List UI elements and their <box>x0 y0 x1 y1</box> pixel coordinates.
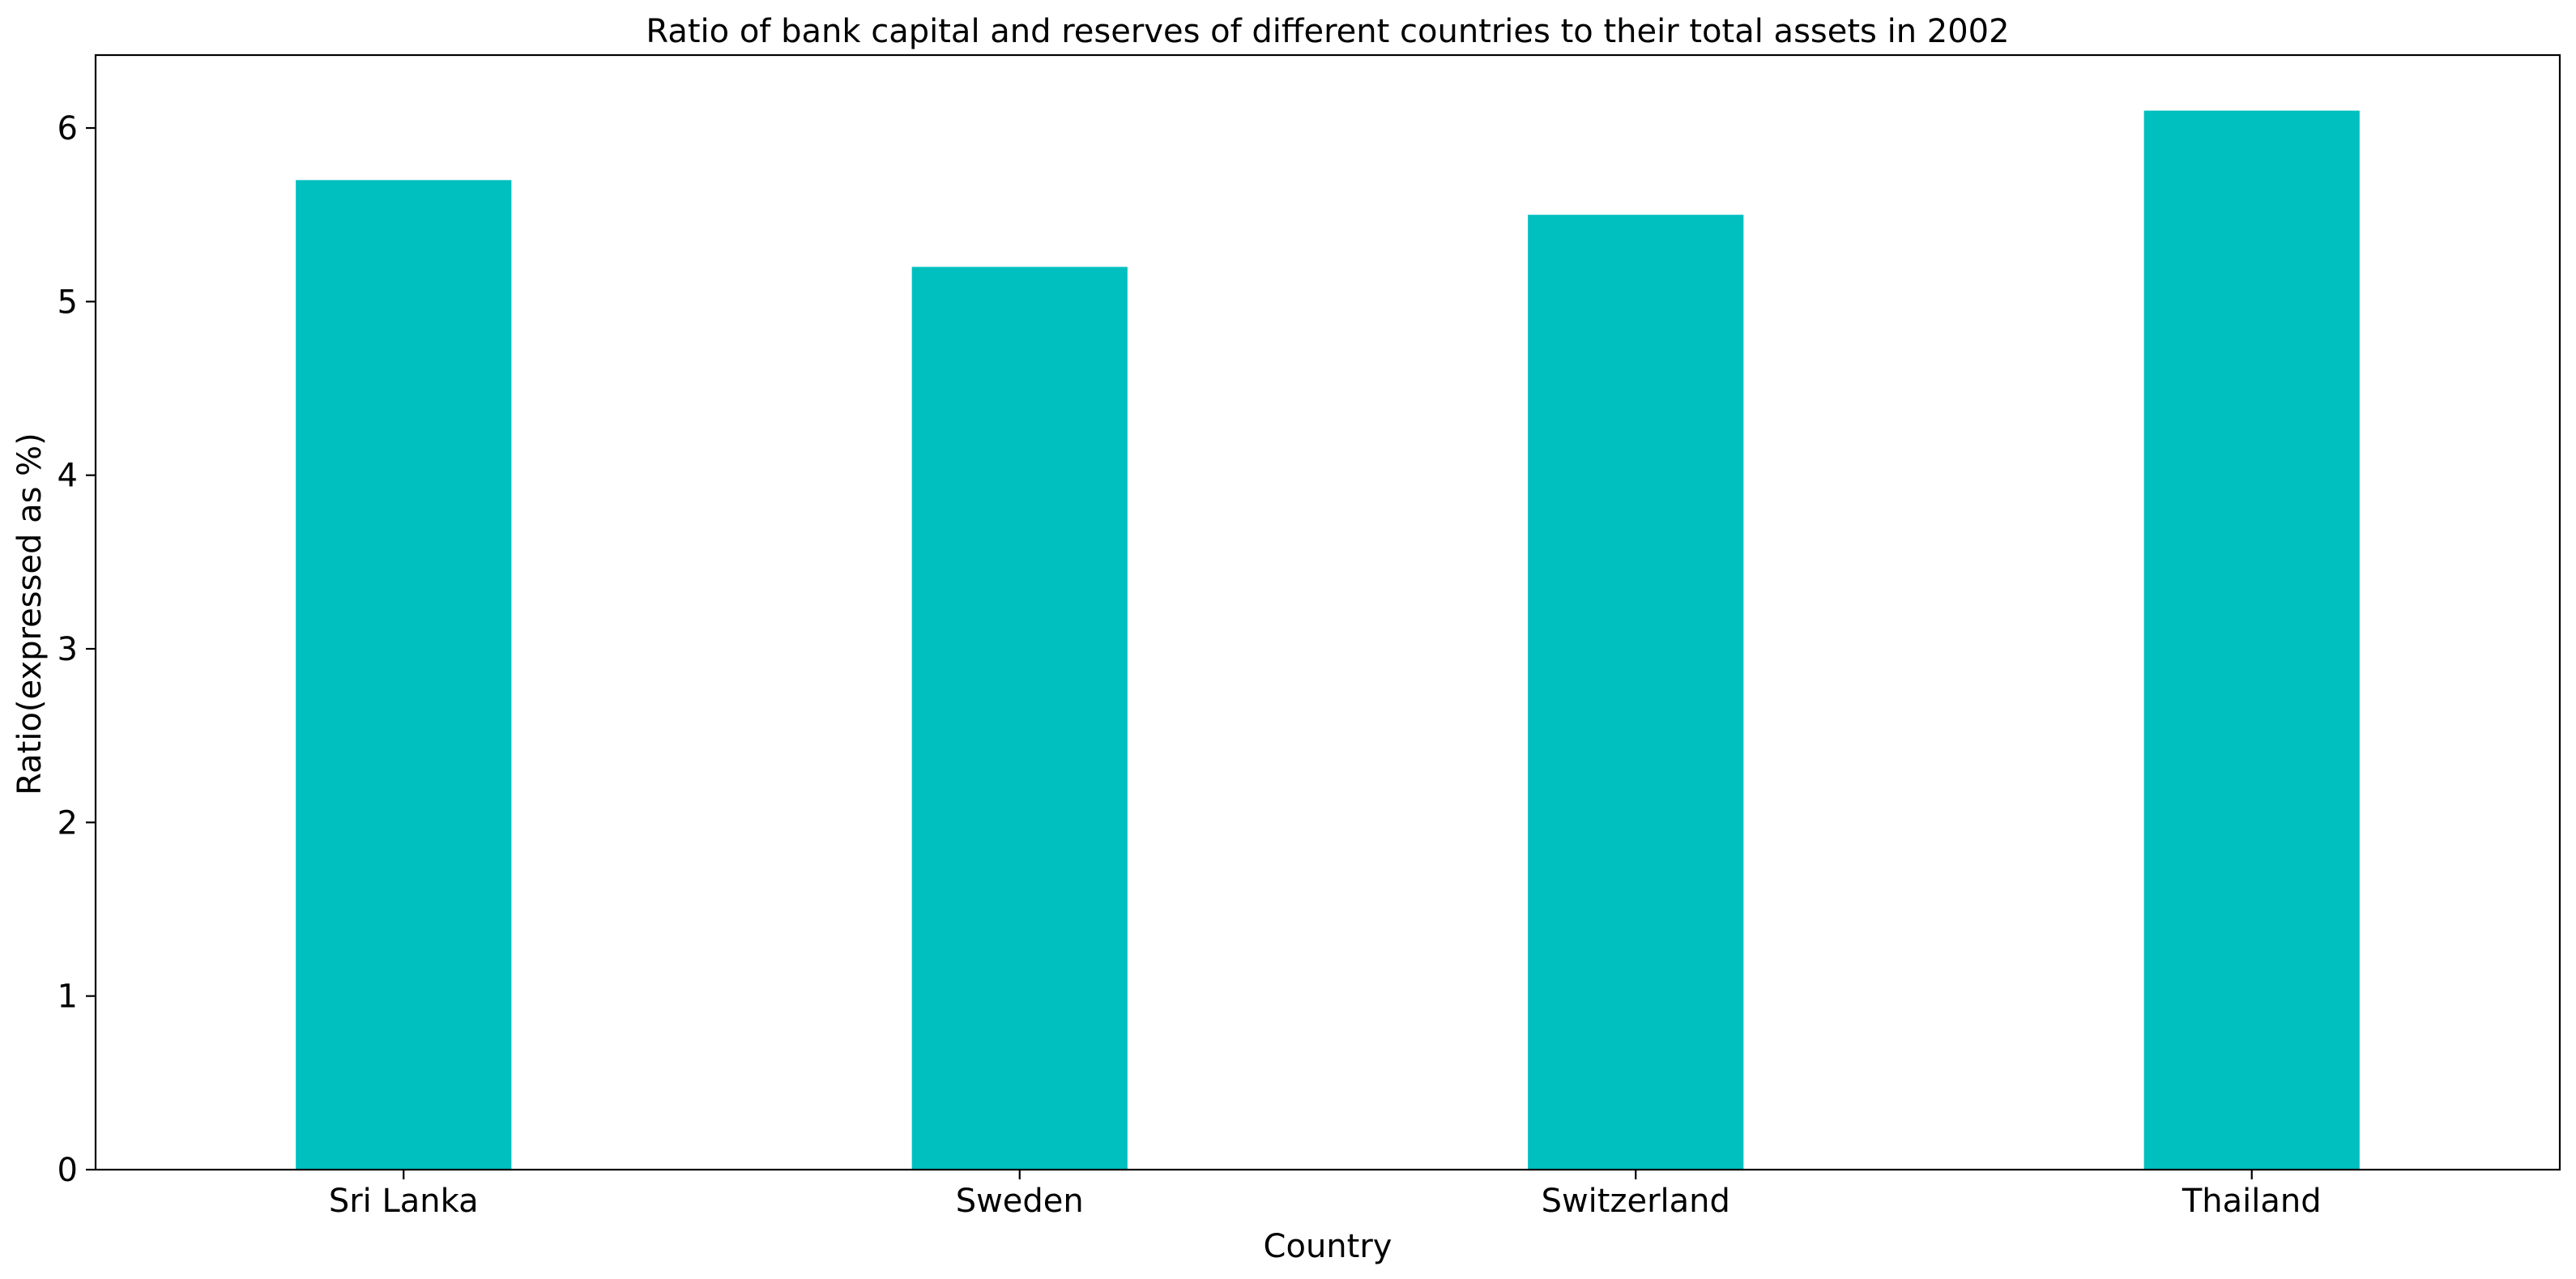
x-tick-label: Sri Lanka <box>329 1183 479 1220</box>
y-tick-label: 0 <box>58 1152 78 1189</box>
ticks-layer: 0 1 2 3 4 5 6 Sri Lanka Sweden Switzerland Thailan… <box>58 110 2322 1220</box>
bars-layer <box>296 110 2360 1170</box>
x-axis-label: Country <box>1264 1228 1392 1265</box>
y-tick-label: 5 <box>58 284 78 321</box>
y-tick-label: 6 <box>58 110 78 147</box>
bar-switzerland <box>1528 215 1744 1170</box>
bar-sweden <box>911 266 1128 1170</box>
y-tick-label: 2 <box>58 804 78 842</box>
chart-title: Ratio of bank capital and reserves of di… <box>646 13 2009 50</box>
axes-layer <box>94 53 2561 1171</box>
bar-thailand <box>2143 110 2360 1170</box>
x-tick-label: Thailand <box>2181 1183 2322 1220</box>
y-tick-label: 1 <box>58 978 78 1016</box>
bar-sri-lanka <box>296 180 512 1170</box>
y-tick-label: 4 <box>58 458 78 495</box>
x-tick-label: Switzerland <box>1542 1183 1730 1220</box>
plot-frame <box>94 53 2561 1171</box>
y-axis-label: Ratio(expressed as %) <box>11 433 49 795</box>
y-tick-label: 3 <box>58 631 78 668</box>
x-tick-label: Sweden <box>956 1183 1084 1220</box>
